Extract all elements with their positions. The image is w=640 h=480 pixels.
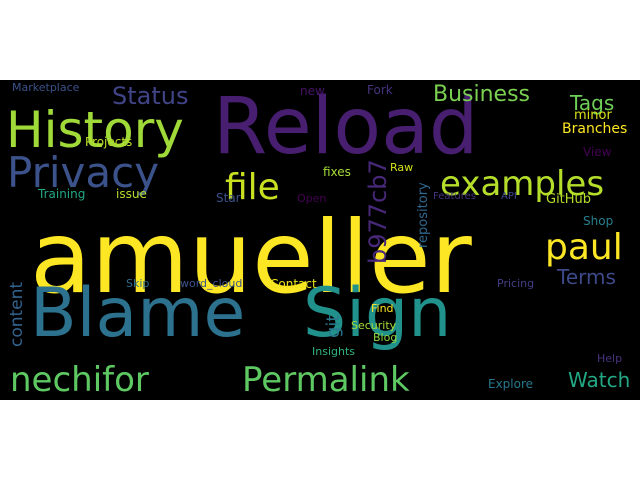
word-sign: Sign — [303, 274, 452, 353]
word-insights: Insights — [312, 345, 356, 358]
word-api: API — [501, 191, 517, 202]
word-new: new — [300, 84, 325, 98]
word-raw: Raw — [390, 161, 414, 174]
word-word-cloud: word_cloud — [180, 277, 243, 290]
word-view: View — [583, 145, 612, 159]
word-nechifor: nechifor — [10, 360, 149, 400]
word-watch: Watch — [568, 368, 631, 392]
word-repository: repository — [416, 182, 431, 248]
word-help: Help — [597, 352, 623, 365]
word-privacy: Privacy — [7, 148, 160, 197]
word-b977cb7: b977cb7 — [364, 159, 392, 264]
word-permalink: Permalink — [242, 360, 410, 400]
word-star: Star — [216, 191, 241, 205]
word-history: History — [6, 101, 184, 159]
word-amueller: amueller — [30, 199, 472, 316]
word-security: Security — [351, 319, 397, 332]
word-pricing: Pricing — [497, 277, 535, 290]
word-git: git — [323, 314, 344, 338]
word-find: Find — [371, 302, 394, 315]
word-content: content — [7, 281, 27, 347]
word-contact: Contact — [270, 277, 317, 291]
word-tags: Tags — [570, 91, 615, 115]
word-reload: Reload — [213, 82, 479, 172]
word-fork: Fork — [367, 83, 393, 97]
word-explore: Explore — [488, 377, 534, 391]
word-features: Features — [433, 191, 476, 202]
word-file: file — [225, 167, 280, 208]
word-blog: Blog — [373, 331, 398, 344]
word-minor: minor — [574, 108, 612, 123]
word-marketplace: Marketplace — [12, 81, 80, 94]
word-status: Status — [112, 82, 189, 110]
word-branches: Branches — [562, 121, 628, 137]
word-examples: examples — [440, 164, 605, 204]
word-fixes: fixes — [323, 165, 351, 179]
word-cloud: amueller Blame Sign Reload History Priva… — [0, 80, 640, 400]
word-terms: Terms — [557, 265, 616, 289]
word-shop: Shop — [583, 214, 614, 228]
word-paul: paul — [545, 227, 623, 268]
word-issue: issue — [116, 187, 147, 201]
word-github: GitHub — [546, 192, 592, 207]
word-blame: Blame — [30, 274, 246, 353]
word-training: Training — [38, 187, 86, 201]
word-projects: Projects — [85, 135, 133, 149]
word-skip: Skip — [126, 277, 150, 290]
word-business: Business — [433, 82, 531, 107]
word-open: Open — [297, 192, 327, 205]
